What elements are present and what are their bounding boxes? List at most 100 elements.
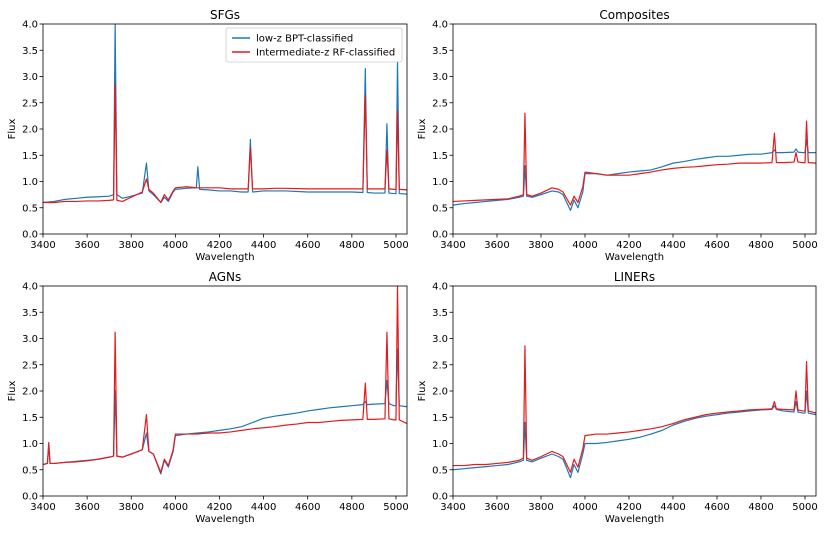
y-tick-label: 0.0	[22, 492, 38, 503]
panel-liners: 3400 3600 3800 4000 4200 4400 4600 4800 5000 0.0 0…	[417, 270, 818, 525]
x-tick-label: 5000	[383, 240, 408, 251]
series-line-low-z	[453, 138, 816, 211]
x-tick-label: 4400	[251, 502, 276, 513]
panel-title: SFGs	[210, 8, 240, 22]
y-tick-label: 0.5	[432, 203, 448, 214]
series-line-intermediate-z	[43, 83, 407, 204]
x-tick-label: 4400	[660, 502, 685, 513]
x-axis-label: Wavelength	[605, 514, 664, 525]
x-tick-label: 3800	[119, 502, 144, 513]
y-axis-label: Flux	[417, 381, 428, 402]
series-line-low-z	[453, 390, 816, 479]
plot-frame	[42, 285, 408, 497]
y-tick-label: 1.5	[432, 151, 448, 162]
x-tick-label: 4600	[295, 240, 320, 251]
y-tick-label: 3.0	[432, 334, 448, 345]
x-tick-label: 3800	[119, 240, 144, 251]
y-tick-label: 1.0	[432, 439, 448, 450]
y-tick-label: 2.0	[432, 387, 448, 398]
panel-agns: 3400 3600 3800 4000 4200 4400 4600 4800 5000 0.0 0…	[7, 270, 409, 525]
y-tick-label: 1.0	[432, 177, 448, 188]
x-tick-label: 4000	[163, 240, 188, 251]
y-axis-label: Flux	[7, 381, 18, 402]
y-tick-label: 2.5	[22, 360, 38, 371]
y-tick-label: 0.0	[432, 230, 448, 241]
x-tick-label: 3800	[528, 240, 553, 251]
y-axis-label: Flux	[417, 119, 428, 140]
x-tick-label: 4000	[163, 502, 188, 513]
panel-sfgs: 3400 3600 3800 4000 4200 4400 4600 4800 5000 0.0 0…	[7, 8, 409, 263]
x-tick-label: 4800	[339, 502, 364, 513]
plot-frame	[452, 23, 817, 235]
x-axis-label: Wavelength	[605, 252, 664, 263]
y-tick-label: 2.0	[22, 387, 38, 398]
x-tick-label: 4800	[748, 240, 773, 251]
x-tick-label: 4800	[339, 240, 364, 251]
series-line-intermediate-z	[453, 345, 816, 473]
x-tick-label: 3400	[30, 502, 55, 513]
y-tick-label: 3.5	[22, 308, 38, 319]
x-tick-label: 3800	[528, 502, 553, 513]
y-axis-label: Flux	[7, 119, 18, 140]
y-tick-label: 0.0	[22, 230, 38, 241]
y-tick-label: 1.0	[22, 177, 38, 188]
y-tick-label: 2.5	[432, 360, 448, 371]
y-tick-label: 3.0	[432, 72, 448, 83]
x-tick-label: 3600	[484, 240, 509, 251]
y-tick-label: 1.5	[22, 413, 38, 424]
y-tick-label: 3.0	[22, 72, 38, 83]
x-tick-label: 4200	[616, 502, 641, 513]
legend: low-z BPT-classified Intermediate-z RF-cl…	[225, 27, 403, 63]
legend-box	[225, 27, 403, 63]
x-tick-label: 4600	[295, 502, 320, 513]
y-tick-label: 1.5	[432, 413, 448, 424]
x-tick-label: 5000	[792, 240, 817, 251]
x-tick-label: 3600	[484, 502, 509, 513]
x-tick-label: 3400	[30, 240, 55, 251]
x-tick-label: 4200	[616, 240, 641, 251]
panel-title: LINERs	[614, 270, 655, 284]
legend-label: low-z BPT-classified	[256, 34, 353, 45]
y-tick-label: 3.5	[432, 46, 448, 57]
x-tick-label: 4400	[251, 240, 276, 251]
y-tick-label: 1.0	[22, 439, 38, 450]
y-tick-label: 3.0	[22, 334, 38, 345]
y-tick-label: 3.5	[22, 46, 38, 57]
x-tick-label: 4800	[748, 502, 773, 513]
x-axis-label: Wavelength	[195, 514, 254, 525]
series-line-low-z	[43, 348, 407, 475]
x-tick-label: 5000	[792, 502, 817, 513]
x-tick-label: 3600	[74, 240, 99, 251]
panel-composites: 3400 3600 3800 4000 4200 4400 4600 4800 5000 0.0 0…	[417, 8, 818, 263]
legend-label: Intermediate-z RF-classified	[256, 48, 395, 59]
y-tick-label: 4.0	[432, 20, 448, 31]
y-tick-label: 2.5	[22, 98, 38, 109]
series-line-intermediate-z	[453, 112, 816, 206]
y-tick-label: 0.5	[22, 203, 38, 214]
y-tick-label: 3.5	[432, 308, 448, 319]
x-tick-label: 4600	[704, 240, 729, 251]
y-tick-label: 0.0	[432, 492, 448, 503]
y-tick-label: 4.0	[22, 282, 38, 293]
y-tick-label: 4.0	[22, 20, 38, 31]
y-tick-label: 1.5	[22, 151, 38, 162]
x-tick-label: 4000	[572, 502, 597, 513]
series-line-low-z	[43, 24, 407, 204]
panel-title: Composites	[599, 8, 669, 22]
x-tick-label: 4200	[207, 240, 232, 251]
y-tick-label: 2.0	[22, 125, 38, 136]
x-tick-label: 3400	[440, 502, 465, 513]
x-tick-label: 4200	[207, 502, 232, 513]
y-tick-label: 0.5	[432, 465, 448, 476]
y-tick-label: 0.5	[22, 465, 38, 476]
series-line-intermediate-z	[43, 286, 407, 473]
x-tick-label: 5000	[383, 502, 408, 513]
x-tick-label: 4400	[660, 240, 685, 251]
x-tick-label: 3600	[74, 502, 99, 513]
x-axis-label: Wavelength	[195, 252, 254, 263]
x-tick-label: 4600	[704, 502, 729, 513]
x-tick-label: 3400	[440, 240, 465, 251]
y-tick-label: 2.5	[432, 98, 448, 109]
y-tick-label: 2.0	[432, 125, 448, 136]
